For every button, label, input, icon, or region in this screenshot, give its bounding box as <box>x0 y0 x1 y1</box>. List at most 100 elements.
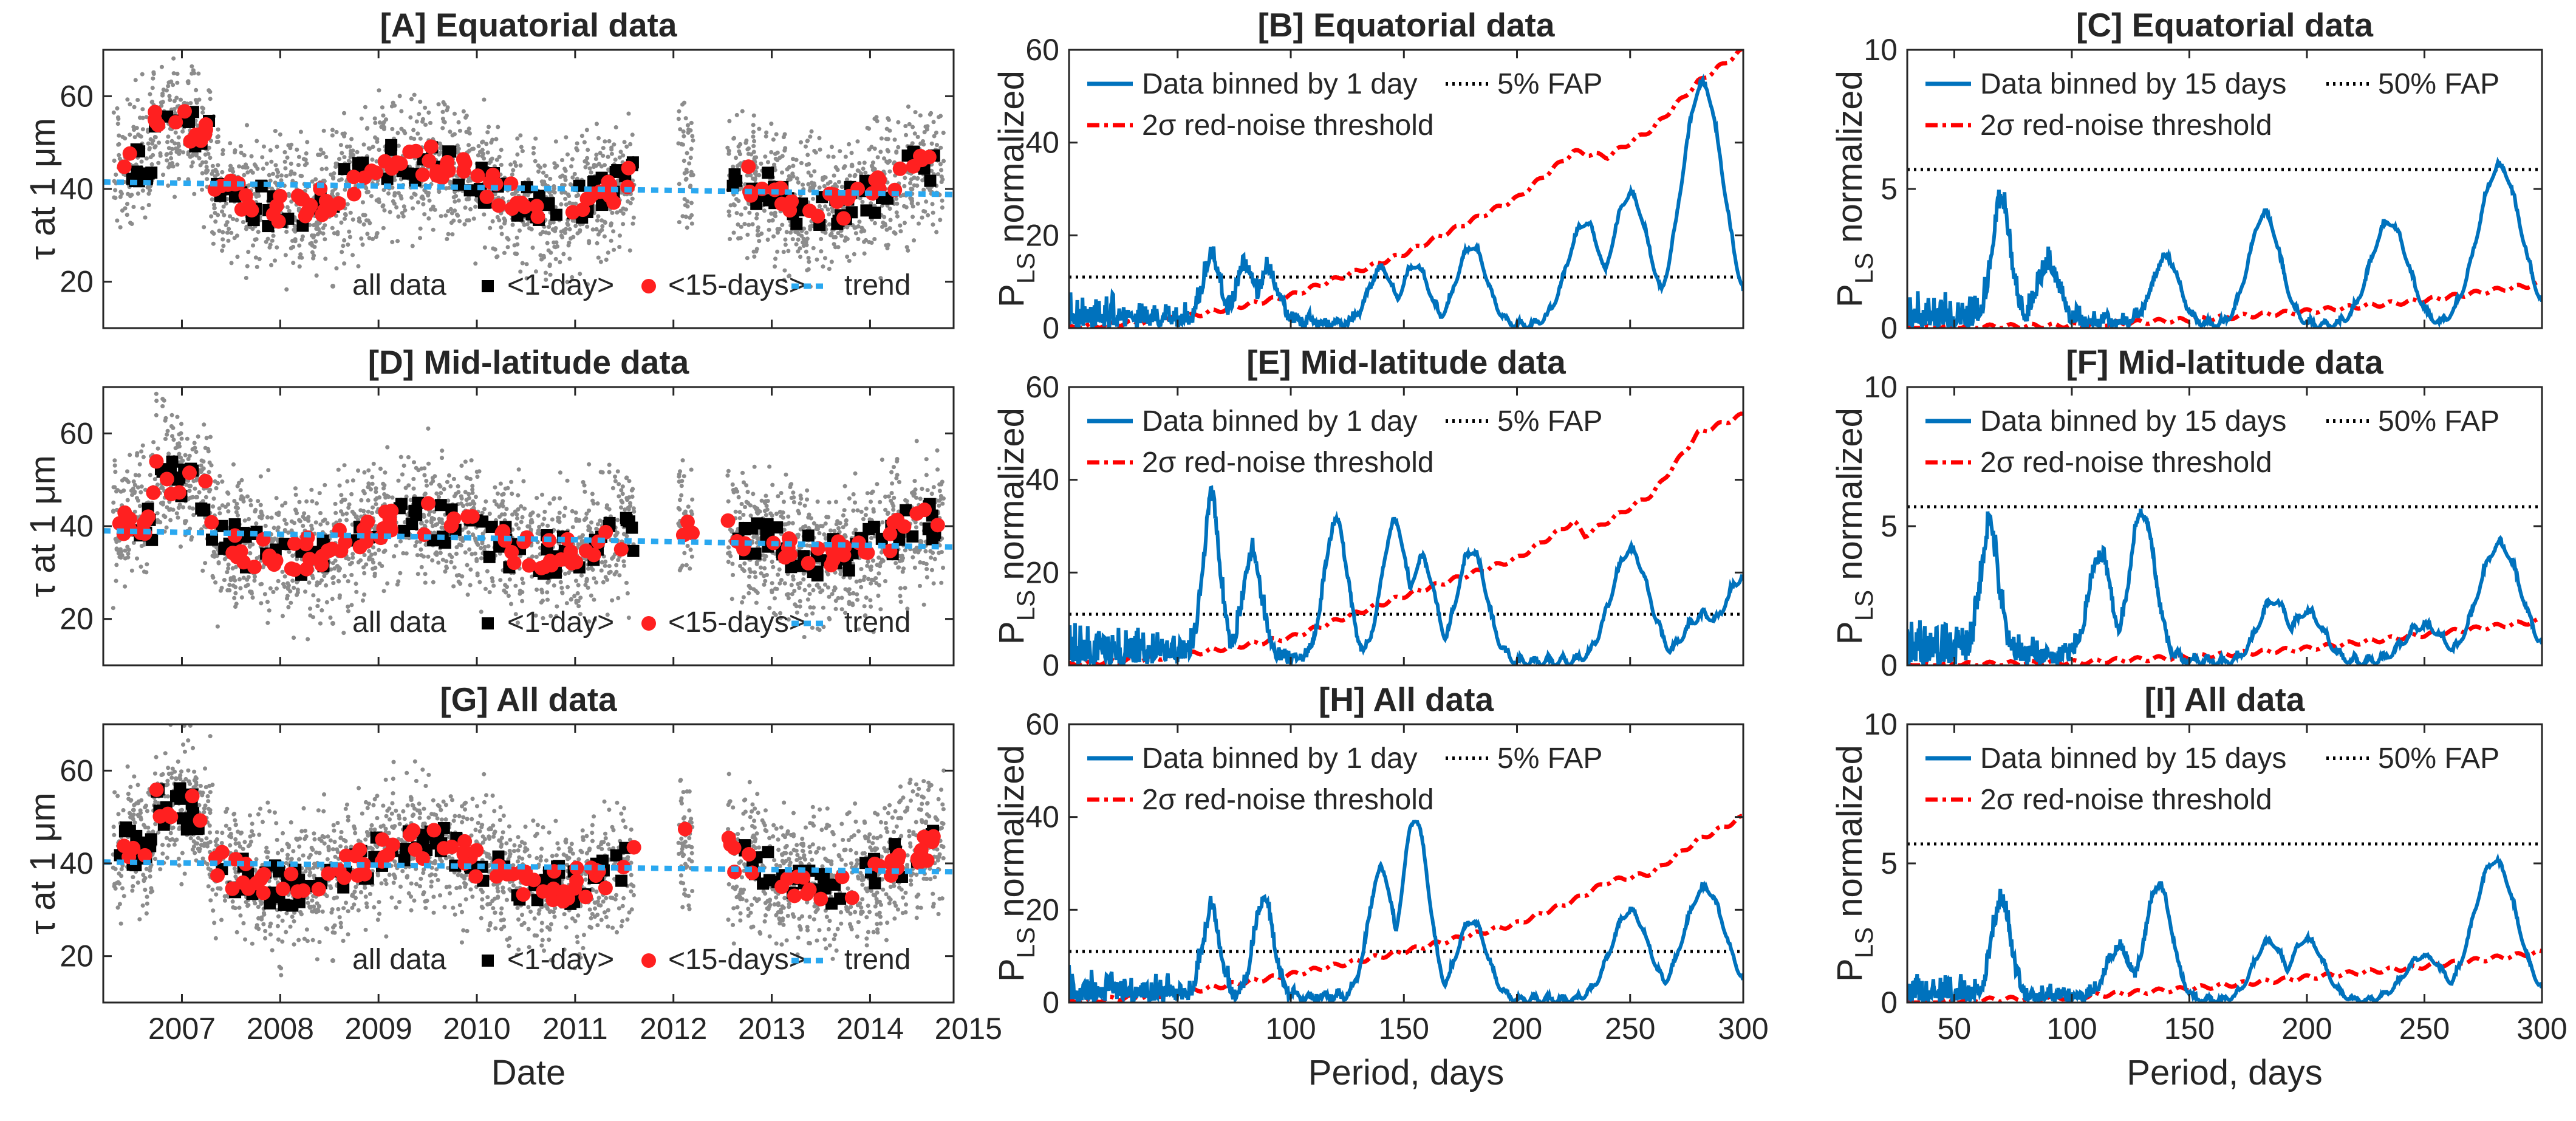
legend-label-trend: trend <box>844 269 910 301</box>
y-tick-label: 40 <box>1025 800 1059 834</box>
periodogram-line <box>1069 74 1743 328</box>
fifteen-day-mean-marker <box>423 139 439 154</box>
daily-mean-marker <box>228 518 241 531</box>
panel-h: [H] All data 0 20 40 60 50 100 150 200 250 300 PLS … <box>992 680 1769 1092</box>
daily-mean-marker <box>174 782 186 795</box>
fifteen-day-mean-marker <box>560 532 575 547</box>
fifteen-day-mean-marker <box>530 209 545 224</box>
trend-line <box>103 528 954 550</box>
legend-daily-marker <box>482 617 494 629</box>
plot-area <box>1069 50 1743 328</box>
x-tick-label: 100 <box>2046 1012 2097 1046</box>
fifteen-day-mean-marker <box>256 885 271 900</box>
fifteen-day-mean-marker <box>677 527 692 543</box>
fifteen-day-mean-marker <box>835 869 850 885</box>
fifteen-day-mean-marker <box>914 153 929 168</box>
fifteen-day-mean-marker <box>491 198 506 213</box>
fifteen-day-mean-marker <box>275 882 290 897</box>
red-noise-threshold-line <box>1907 279 2542 328</box>
fifteen-day-mean-marker <box>204 515 219 530</box>
fifteen-day-mean-marker <box>185 789 200 804</box>
plot-area <box>103 391 954 642</box>
y-tick-label: 60 <box>60 753 94 787</box>
daily-mean-marker <box>216 519 228 532</box>
legend: Data binned by 15 days 50% FAP 2σ red-nois… <box>1925 68 2499 142</box>
y-axis-label: PLS normalized <box>992 745 1040 982</box>
y-tick-label: 60 <box>60 79 94 113</box>
panel-e: [E] Mid-latitude data 0 20 40 60 PLS normaliz… <box>992 343 1744 682</box>
fifteen-day-mean-marker <box>469 843 484 858</box>
y-tick-label: 20 <box>1025 218 1059 252</box>
daily-mean-marker <box>286 899 299 912</box>
x-tick-label: 250 <box>2399 1012 2450 1046</box>
fifteen-day-mean-marker <box>346 170 361 185</box>
y-tick-label: 60 <box>1025 370 1059 404</box>
fifteen-day-mean-marker <box>796 869 811 885</box>
y-tick-label: 0 <box>1881 648 1898 682</box>
fifteen-day-mean-marker <box>268 553 284 568</box>
axes-frame <box>1906 49 2543 329</box>
fifteen-day-mean-marker <box>163 809 179 824</box>
fifteen-day-mean-marker <box>606 195 621 210</box>
y-tick-label: 40 <box>60 172 94 206</box>
legend: Data binned by 15 days 50% FAP 2σ red-nois… <box>1925 405 2499 479</box>
plot-area <box>103 724 954 978</box>
legend-red-noise-label: 2σ red-noise threshold <box>1142 447 1434 479</box>
axes-frame <box>1906 386 2543 667</box>
fifteen-day-mean-marker <box>183 134 198 149</box>
fifteen-day-mean-marker <box>783 547 798 563</box>
daily-mean-marker <box>228 190 241 203</box>
daily-mean-marker <box>120 821 132 834</box>
daily-mean-marker <box>539 874 552 886</box>
red-noise-threshold-line <box>1069 814 1743 1003</box>
legend-fap-label: 50% FAP <box>2378 742 2499 775</box>
legend-label-trend: trend <box>844 944 910 976</box>
fifteen-day-mean-marker <box>613 542 629 557</box>
fifteen-day-mean-marker <box>210 868 225 883</box>
fifteen-day-mean-marker <box>436 841 451 856</box>
fifteen-day-mean-marker <box>159 471 174 487</box>
fifteen-day-mean-marker <box>499 866 514 882</box>
x-axis-label: Period, days <box>1308 1053 1504 1092</box>
fifteen-day-mean-marker <box>917 502 932 518</box>
daily-mean-marker <box>395 498 408 510</box>
legend-red-noise-label: 2σ red-noise threshold <box>1142 784 1434 816</box>
fifteen-day-mean-marker <box>146 485 161 500</box>
x-tick-label: 2007 <box>148 1012 216 1046</box>
fifteen-day-mean-marker <box>384 503 399 518</box>
daily-mean-marker <box>485 521 498 533</box>
legend-label-all_data: all data <box>352 606 446 639</box>
legend-red-noise-label: 2σ red-noise threshold <box>1980 447 2272 479</box>
fifteen-day-mean-marker <box>912 855 927 870</box>
fifteen-day-mean-marker <box>117 159 132 174</box>
legend: all data <1-day> <15-days> trend <box>330 606 910 639</box>
fifteen-day-mean-marker <box>598 524 613 540</box>
legend-periodogram-label: Data binned by 15 days <box>1980 405 2286 437</box>
daily-mean-marker <box>381 173 394 185</box>
y-axis-label: τ at 1 μm <box>23 792 63 934</box>
fifteen-day-mean-marker <box>892 161 907 176</box>
fifteen-day-mean-marker <box>352 540 367 555</box>
y-tick-label: 0 <box>1881 311 1898 345</box>
legend-all-data-marker <box>330 284 335 289</box>
daily-mean-marker <box>615 874 628 887</box>
panel-g: [G] All data 20 40 60 2007 2008 2009 2010 2011 20… <box>23 680 1002 1092</box>
fifteen-day-mean-marker <box>193 133 208 148</box>
fifteen-day-mean-marker <box>741 847 756 862</box>
periodogram-line <box>1907 156 2542 328</box>
fifteen-day-mean-marker <box>567 881 583 896</box>
x-tick-label: 200 <box>2281 1012 2332 1046</box>
panel-f: [F] Mid-latitude data 0 5 10 PLS normalized D… <box>1830 343 2543 682</box>
fifteen-day-mean-marker <box>601 174 616 190</box>
fifteen-day-mean-marker <box>575 202 590 218</box>
fifteen-day-mean-marker <box>782 203 798 218</box>
y-tick-label: 0 <box>1881 986 1898 1020</box>
fifteen-day-mean-marker <box>516 887 531 902</box>
fifteen-day-mean-marker <box>137 848 152 863</box>
daily-mean-marker <box>627 544 640 557</box>
fifteen-day-mean-marker <box>138 512 154 527</box>
fifteen-day-mean-marker <box>163 487 179 502</box>
fifteen-day-mean-marker <box>290 188 306 204</box>
